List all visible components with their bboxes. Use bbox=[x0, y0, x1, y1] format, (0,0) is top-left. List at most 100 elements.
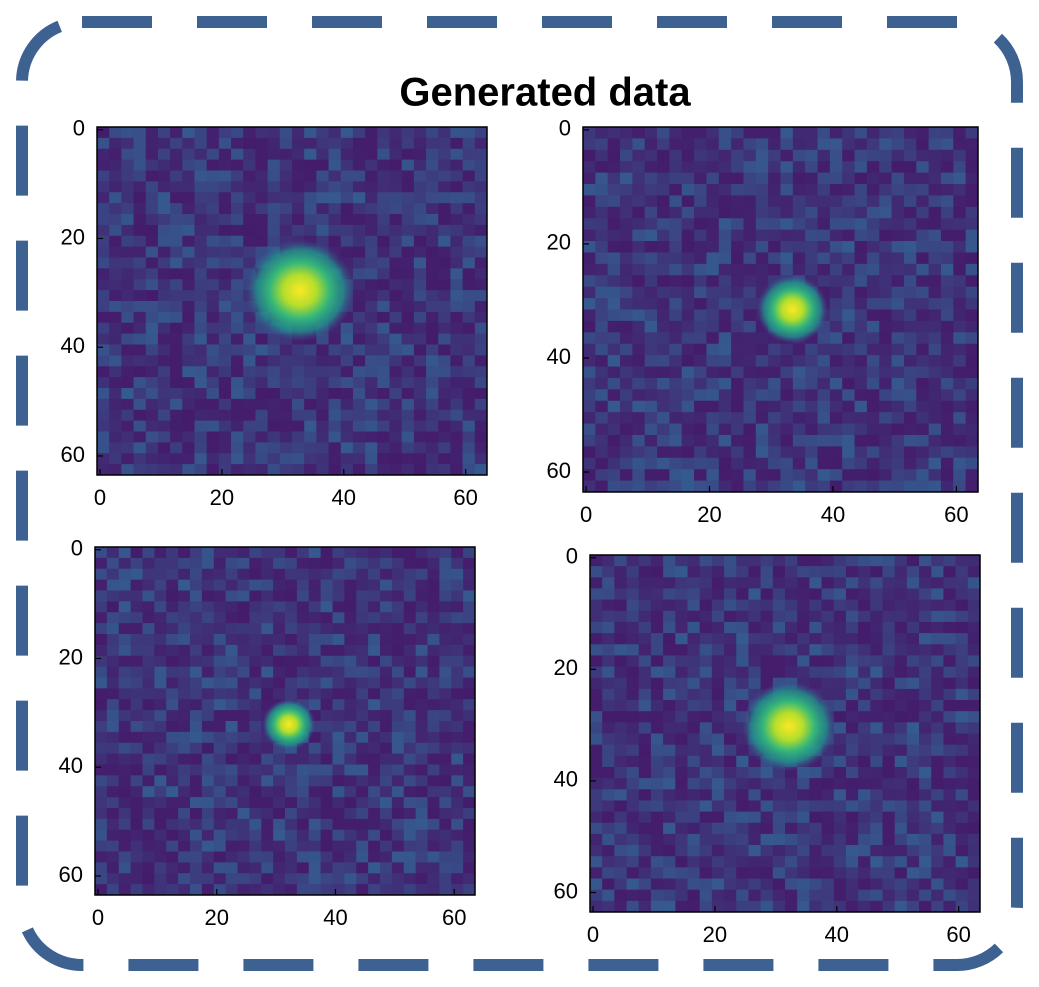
noise-cell bbox=[858, 611, 871, 623]
noise-cell bbox=[380, 765, 392, 776]
noise-cell bbox=[834, 767, 847, 779]
noise-cell bbox=[404, 612, 416, 623]
noise-cell bbox=[929, 161, 942, 173]
noise-cell bbox=[895, 812, 908, 824]
noise-cell bbox=[700, 778, 713, 790]
noise-cell bbox=[380, 623, 392, 634]
noise-cell bbox=[119, 612, 131, 623]
noise-cell bbox=[608, 218, 621, 230]
noise-cell bbox=[285, 765, 297, 776]
noise-cell bbox=[797, 667, 810, 679]
noise-cell bbox=[249, 852, 261, 863]
noise-cell bbox=[414, 160, 427, 171]
noise-cell bbox=[892, 230, 905, 242]
noise-cell bbox=[657, 424, 670, 436]
noise-cell bbox=[414, 127, 427, 138]
noise-cell bbox=[627, 734, 640, 746]
noise-cell bbox=[463, 852, 475, 863]
noise-cell bbox=[261, 797, 273, 808]
noise-cell bbox=[178, 841, 190, 852]
noise-cell bbox=[333, 569, 345, 580]
noise-cell bbox=[390, 160, 403, 171]
noise-cell bbox=[785, 577, 798, 589]
noise-cell bbox=[583, 435, 596, 447]
noise-cell bbox=[805, 389, 818, 401]
noise-cell bbox=[243, 160, 256, 171]
noise-cell bbox=[321, 558, 333, 569]
noise-cell bbox=[285, 754, 297, 765]
noise-cell bbox=[428, 580, 440, 591]
noise-cell bbox=[867, 378, 880, 390]
noise-cell bbox=[675, 756, 688, 768]
noise-cell bbox=[107, 645, 119, 656]
noise-cell bbox=[614, 812, 627, 824]
noise-cell bbox=[341, 171, 354, 182]
noise-cell bbox=[95, 819, 107, 830]
noise-cell bbox=[158, 160, 171, 171]
noise-cell bbox=[966, 401, 979, 413]
noise-cell bbox=[178, 612, 190, 623]
noise-cell bbox=[818, 332, 831, 344]
noise-cell bbox=[97, 258, 110, 269]
noise-cell bbox=[595, 310, 608, 322]
noise-cell bbox=[736, 577, 749, 589]
noise-cell bbox=[97, 160, 110, 171]
noise-cell bbox=[368, 819, 380, 830]
noise-cell bbox=[966, 184, 979, 196]
noise-cell bbox=[614, 823, 627, 835]
noise-cell bbox=[768, 230, 781, 242]
noise-cell bbox=[190, 710, 202, 721]
noise-cell bbox=[688, 778, 701, 790]
noise-cell bbox=[463, 808, 475, 819]
noise-cell bbox=[207, 236, 220, 247]
noise-cell bbox=[390, 442, 403, 453]
noise-cell bbox=[931, 555, 944, 567]
noise-cell bbox=[822, 890, 835, 902]
noise-cell bbox=[309, 884, 321, 895]
noise-cell bbox=[226, 688, 238, 699]
y-tick-label: 20 bbox=[554, 655, 578, 680]
noise-cell bbox=[158, 225, 171, 236]
noise-cell bbox=[855, 458, 868, 470]
noise-cell bbox=[190, 547, 202, 558]
noise-cell bbox=[907, 655, 920, 667]
noise-cell bbox=[682, 401, 695, 413]
noise-cell bbox=[297, 688, 309, 699]
noise-cell bbox=[700, 789, 713, 801]
noise-cell bbox=[231, 464, 244, 475]
noise-cell bbox=[756, 424, 769, 436]
noise-cell bbox=[304, 355, 317, 366]
noise-cell bbox=[341, 149, 354, 160]
noise-cell bbox=[892, 412, 905, 424]
noise-cell bbox=[439, 841, 451, 852]
noise-cell bbox=[818, 435, 831, 447]
noise-cell bbox=[916, 287, 929, 299]
noise-cell bbox=[255, 453, 268, 464]
noise-cell bbox=[583, 298, 596, 310]
noise-cell bbox=[966, 275, 979, 287]
noise-cell bbox=[107, 852, 119, 863]
noise-cell bbox=[657, 332, 670, 344]
noise-cell bbox=[904, 275, 917, 287]
noise-cell bbox=[895, 700, 908, 712]
noise-cell bbox=[731, 332, 744, 344]
noise-cell bbox=[329, 366, 342, 377]
noise-cell bbox=[451, 884, 463, 895]
noise-cell bbox=[736, 812, 749, 824]
noise-cell bbox=[202, 808, 214, 819]
noise-cell bbox=[439, 732, 451, 743]
noise-cell bbox=[694, 424, 707, 436]
noise-cell bbox=[846, 700, 859, 712]
noise-cell bbox=[377, 279, 390, 290]
noise-cell bbox=[602, 767, 615, 779]
noise-cell bbox=[916, 127, 929, 139]
noise-cell bbox=[719, 252, 732, 264]
noise-cell bbox=[858, 722, 871, 734]
noise-cell bbox=[463, 732, 475, 743]
noise-cell bbox=[356, 623, 368, 634]
noise-cell bbox=[846, 600, 859, 612]
noise-cell bbox=[238, 841, 250, 852]
noise-cell bbox=[178, 688, 190, 699]
noise-cell bbox=[663, 711, 676, 723]
noise-cell bbox=[669, 458, 682, 470]
